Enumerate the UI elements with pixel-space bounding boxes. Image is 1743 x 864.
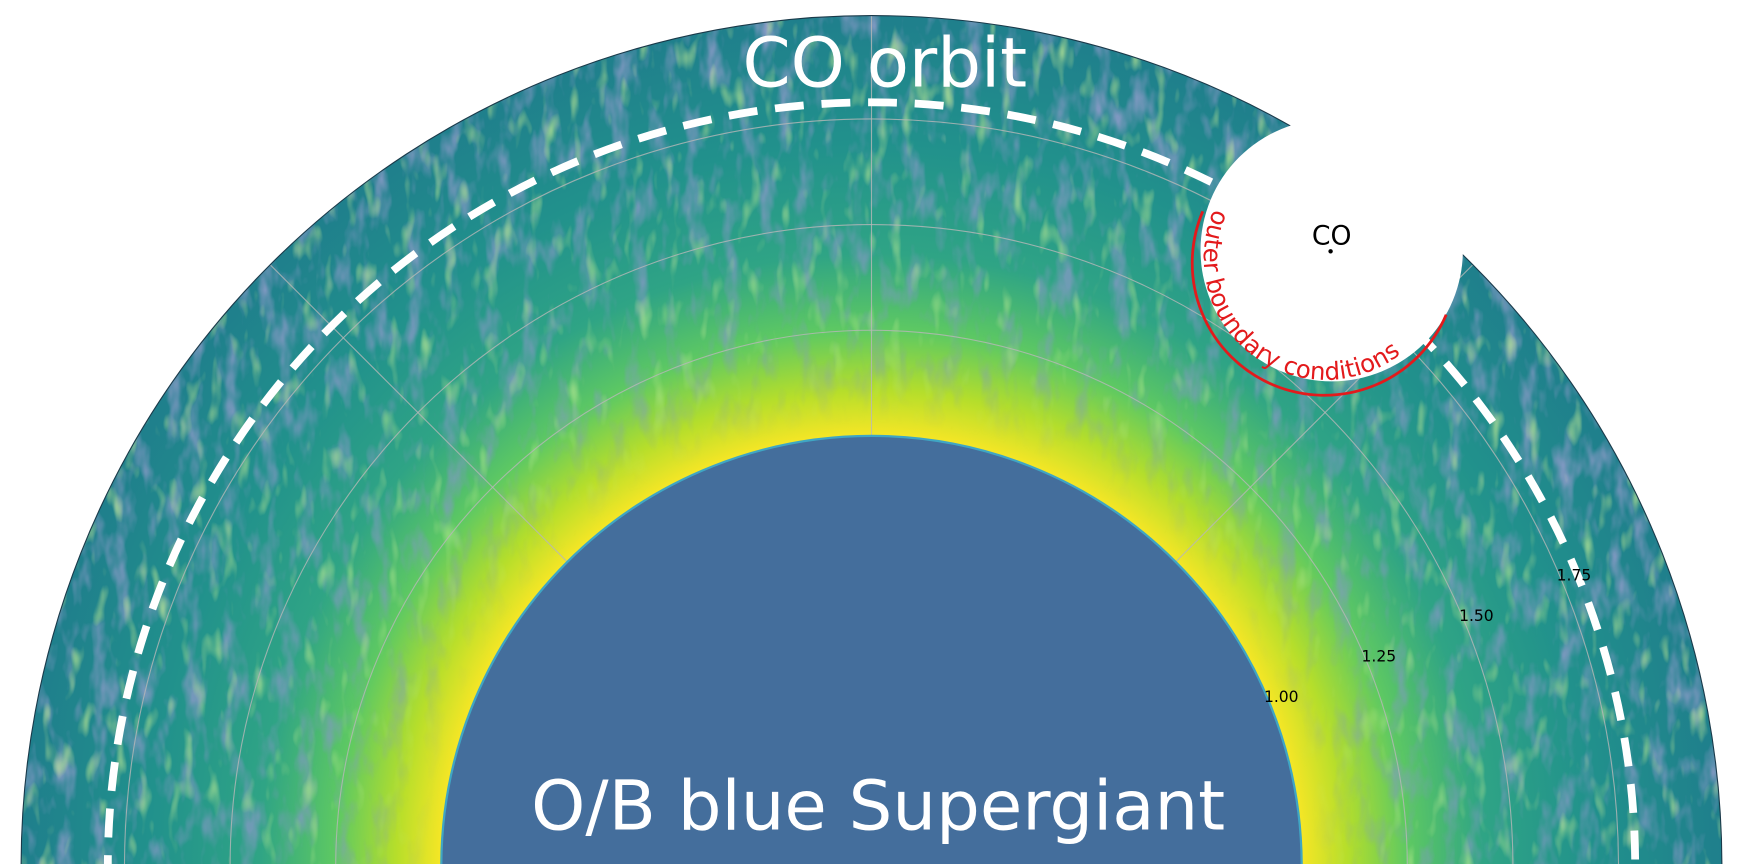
tick-label: 1.50 (1459, 607, 1494, 625)
tick-label: 1.25 (1362, 648, 1397, 666)
outer-edge (20, 15, 1723, 864)
orbit-dashed (104, 98, 1639, 864)
orbit-label: CO orbit (743, 24, 1028, 104)
tick-labels: 1.00 1.25 1.50 1.75 (1264, 567, 1591, 706)
boundary-arc (1190, 210, 1448, 397)
grid-circle (229, 224, 1514, 864)
tick-label: 1.75 (1557, 567, 1592, 585)
tick-label: 1.00 (1264, 688, 1299, 706)
star (440, 434, 1303, 864)
grid-circle (123, 118, 1620, 864)
star-label: O/B blue Supergiant (531, 767, 1225, 847)
grid-circle (335, 329, 1408, 864)
co-point (1328, 249, 1333, 254)
radial-grid-line (269, 264, 568, 563)
co-label: CO (1312, 221, 1352, 252)
